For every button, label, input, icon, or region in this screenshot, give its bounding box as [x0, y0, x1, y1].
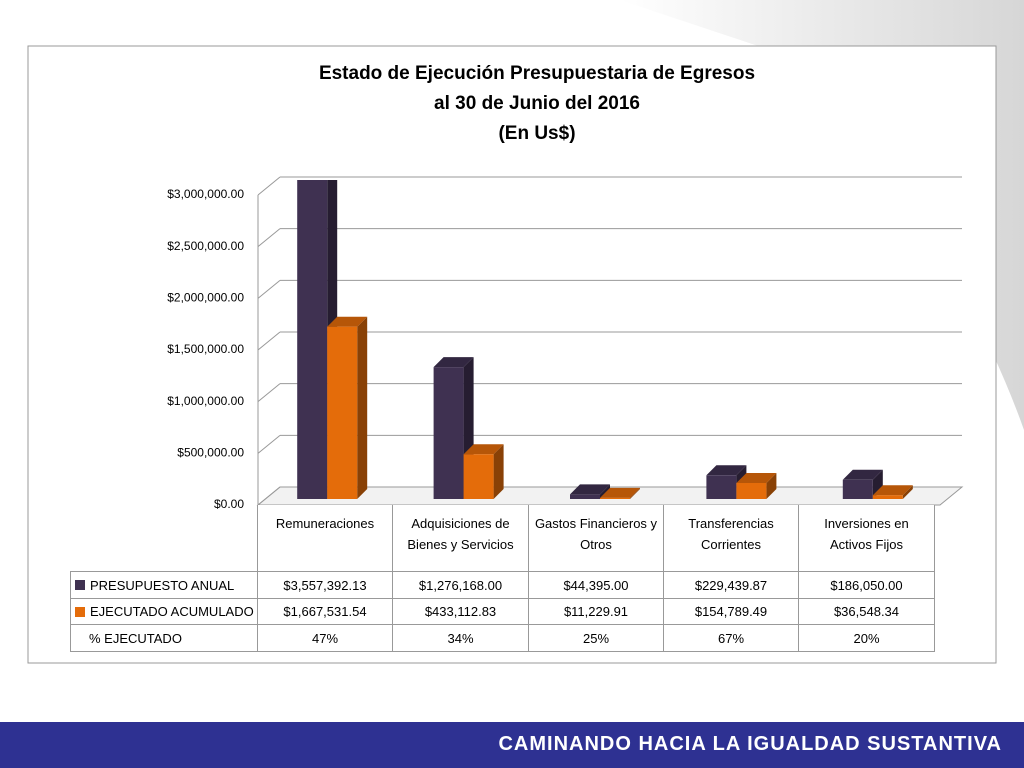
- value-cell: $3,557,392.13: [258, 572, 393, 599]
- y-tick-label: $1,000,000.00: [167, 394, 244, 408]
- percent-cell: 25%: [529, 625, 664, 652]
- value-cell: $154,789.49: [664, 599, 799, 625]
- value-cell: $229,439.87: [664, 572, 799, 599]
- value-cell: $36,548.34: [799, 599, 935, 625]
- grid-line: [257, 434, 281, 454]
- y-tick-label: $3,000,000.00: [167, 187, 244, 201]
- y-tick-label: $2,500,000.00: [167, 239, 244, 253]
- bar: [463, 454, 494, 499]
- bar-top: [842, 469, 883, 480]
- grid-line: [257, 228, 281, 248]
- bar: [736, 483, 767, 499]
- grid-line: [257, 331, 281, 351]
- chart-title: Estado de Ejecución Presupuestaria de Eg…: [319, 63, 755, 84]
- grid-line: [257, 176, 281, 196]
- grid-line: [257, 279, 281, 299]
- bar-top: [706, 465, 747, 476]
- grid-line: [257, 383, 281, 403]
- percent-cell: 34%: [393, 625, 529, 652]
- data-table: Remuneraciones Adquisiciones de Bienes y …: [70, 505, 935, 652]
- category-label: Remuneraciones: [258, 505, 393, 572]
- value-cell: $44,395.00: [529, 572, 664, 599]
- bar-side: [630, 487, 640, 499]
- bar: [297, 180, 328, 499]
- unit-note: (En Us$): [498, 123, 575, 144]
- bar: [433, 367, 464, 499]
- bar-top: [433, 357, 474, 368]
- y-tick-label: $1,500,000.00: [167, 342, 244, 356]
- y-tick-label: $2,000,000.00: [167, 291, 244, 305]
- bar-top: [327, 316, 368, 327]
- bar-top: [463, 444, 504, 455]
- bar: [327, 326, 358, 499]
- value-cell: $11,229.91: [529, 599, 664, 625]
- y-tick-label: $0.00: [214, 497, 244, 511]
- legend-entry: EJECUTADO ACUMULADO: [70, 599, 258, 625]
- row-label: % EJECUTADO: [70, 625, 258, 652]
- bar-top: [600, 487, 640, 498]
- bar-side: [902, 485, 913, 499]
- bar-side: [493, 444, 504, 499]
- bar: [570, 494, 600, 499]
- category-label: Transferencias Corrientes: [664, 505, 799, 572]
- bar: [600, 497, 630, 499]
- category-label: Gastos Financieros y Otros: [529, 505, 664, 572]
- percent-cell: 47%: [258, 625, 393, 652]
- percent-cell: 67%: [664, 625, 799, 652]
- legend-entry: PRESUPUESTO ANUAL: [70, 572, 258, 599]
- chart-subtitle: al 30 de Junio del 2016: [434, 93, 640, 114]
- bar: [706, 475, 737, 499]
- bar-top: [736, 473, 777, 484]
- legend-swatch: [75, 606, 85, 617]
- bar-side: [766, 473, 777, 499]
- table-corner: [70, 505, 258, 572]
- category-label: Inversiones en Activos Fijos: [799, 505, 935, 572]
- footer-text: CAMINANDO HACIA LA IGUALDAD SUSTANTIVA: [498, 733, 1002, 755]
- legend-label: PRESUPUESTO ANUAL: [90, 577, 235, 593]
- bar-side: [872, 469, 883, 499]
- bar-side: [357, 316, 368, 499]
- percent-cell: 20%: [799, 625, 935, 652]
- bars: [297, 180, 913, 499]
- bar: [872, 495, 903, 499]
- bar-top: [570, 484, 610, 495]
- value-cell: $433,112.83: [393, 599, 529, 625]
- grid-line: [257, 486, 281, 506]
- category-label: Adquisiciones de Bienes y Servicios: [393, 505, 529, 572]
- legend-label: EJECUTADO ACUMULADO: [90, 604, 254, 619]
- value-cell: $1,667,531.54: [258, 599, 393, 625]
- bar: [842, 479, 873, 499]
- legend-swatch: [75, 580, 85, 590]
- y-tick-label: $500,000.00: [177, 446, 244, 460]
- value-cell: $186,050.00: [799, 572, 935, 599]
- value-cell: $1,276,168.00: [393, 572, 529, 599]
- footer-bar: CAMINANDO HACIA LA IGUALDAD SUSTANTIVA: [0, 722, 1024, 768]
- bar-top: [872, 485, 913, 496]
